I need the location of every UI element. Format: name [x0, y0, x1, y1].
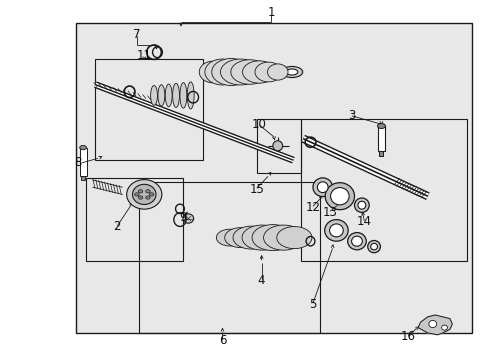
Ellipse shape [272, 141, 282, 151]
Ellipse shape [150, 86, 157, 105]
Ellipse shape [126, 180, 162, 209]
Text: 7: 7 [133, 28, 141, 41]
Ellipse shape [183, 214, 193, 223]
Ellipse shape [324, 220, 347, 241]
Ellipse shape [325, 183, 354, 210]
Ellipse shape [351, 236, 362, 246]
Ellipse shape [132, 184, 156, 204]
Text: 5: 5 [308, 298, 316, 311]
Text: 14: 14 [356, 215, 371, 228]
Text: 2: 2 [113, 220, 121, 233]
Ellipse shape [180, 83, 186, 108]
Text: 11: 11 [137, 49, 151, 62]
Ellipse shape [377, 123, 385, 129]
Ellipse shape [158, 85, 164, 106]
Ellipse shape [80, 145, 86, 150]
Ellipse shape [285, 69, 297, 75]
Ellipse shape [145, 190, 150, 193]
Ellipse shape [441, 325, 447, 330]
Text: 1: 1 [267, 6, 275, 19]
Text: 8: 8 [74, 156, 82, 168]
Ellipse shape [317, 182, 327, 193]
Ellipse shape [220, 59, 260, 85]
Ellipse shape [232, 226, 269, 249]
Ellipse shape [242, 225, 282, 250]
Bar [95, 59, 203, 160]
Ellipse shape [204, 59, 239, 85]
Ellipse shape [199, 61, 225, 83]
Bar [81, 176, 85, 180]
Ellipse shape [281, 67, 302, 77]
Ellipse shape [134, 193, 139, 196]
Ellipse shape [347, 233, 366, 250]
Bar [256, 119, 300, 173]
Text: 6: 6 [218, 334, 226, 347]
Ellipse shape [263, 225, 303, 250]
Ellipse shape [367, 240, 380, 253]
Ellipse shape [354, 198, 368, 212]
Ellipse shape [145, 196, 150, 199]
Text: 16: 16 [400, 330, 415, 343]
Ellipse shape [165, 84, 172, 107]
Ellipse shape [211, 59, 250, 86]
Polygon shape [417, 315, 451, 335]
Bar [300, 119, 466, 261]
Text: 12: 12 [305, 201, 320, 213]
Ellipse shape [329, 224, 343, 237]
Text: 9: 9 [179, 211, 187, 224]
Ellipse shape [255, 62, 281, 82]
Ellipse shape [216, 229, 243, 246]
Ellipse shape [357, 201, 365, 209]
Ellipse shape [428, 320, 436, 328]
Bar [139, 182, 320, 333]
Ellipse shape [252, 225, 293, 251]
Text: 10: 10 [251, 118, 266, 131]
Ellipse shape [138, 196, 142, 199]
Bar [76, 23, 471, 333]
Ellipse shape [242, 61, 275, 83]
Ellipse shape [149, 193, 153, 196]
Ellipse shape [187, 82, 194, 109]
Ellipse shape [276, 226, 311, 249]
Bar [85, 178, 183, 261]
Ellipse shape [172, 84, 179, 108]
Text: 15: 15 [249, 183, 264, 195]
Bar [80, 148, 86, 176]
Text: 13: 13 [322, 206, 337, 219]
Text: 3: 3 [347, 109, 355, 122]
Text: 4: 4 [257, 274, 265, 287]
Ellipse shape [370, 243, 377, 250]
Bar [377, 126, 385, 151]
Bar [379, 151, 383, 156]
Ellipse shape [267, 64, 287, 80]
Ellipse shape [224, 228, 256, 248]
Ellipse shape [330, 188, 348, 205]
Ellipse shape [138, 190, 142, 193]
Ellipse shape [230, 60, 268, 84]
Ellipse shape [312, 178, 332, 197]
